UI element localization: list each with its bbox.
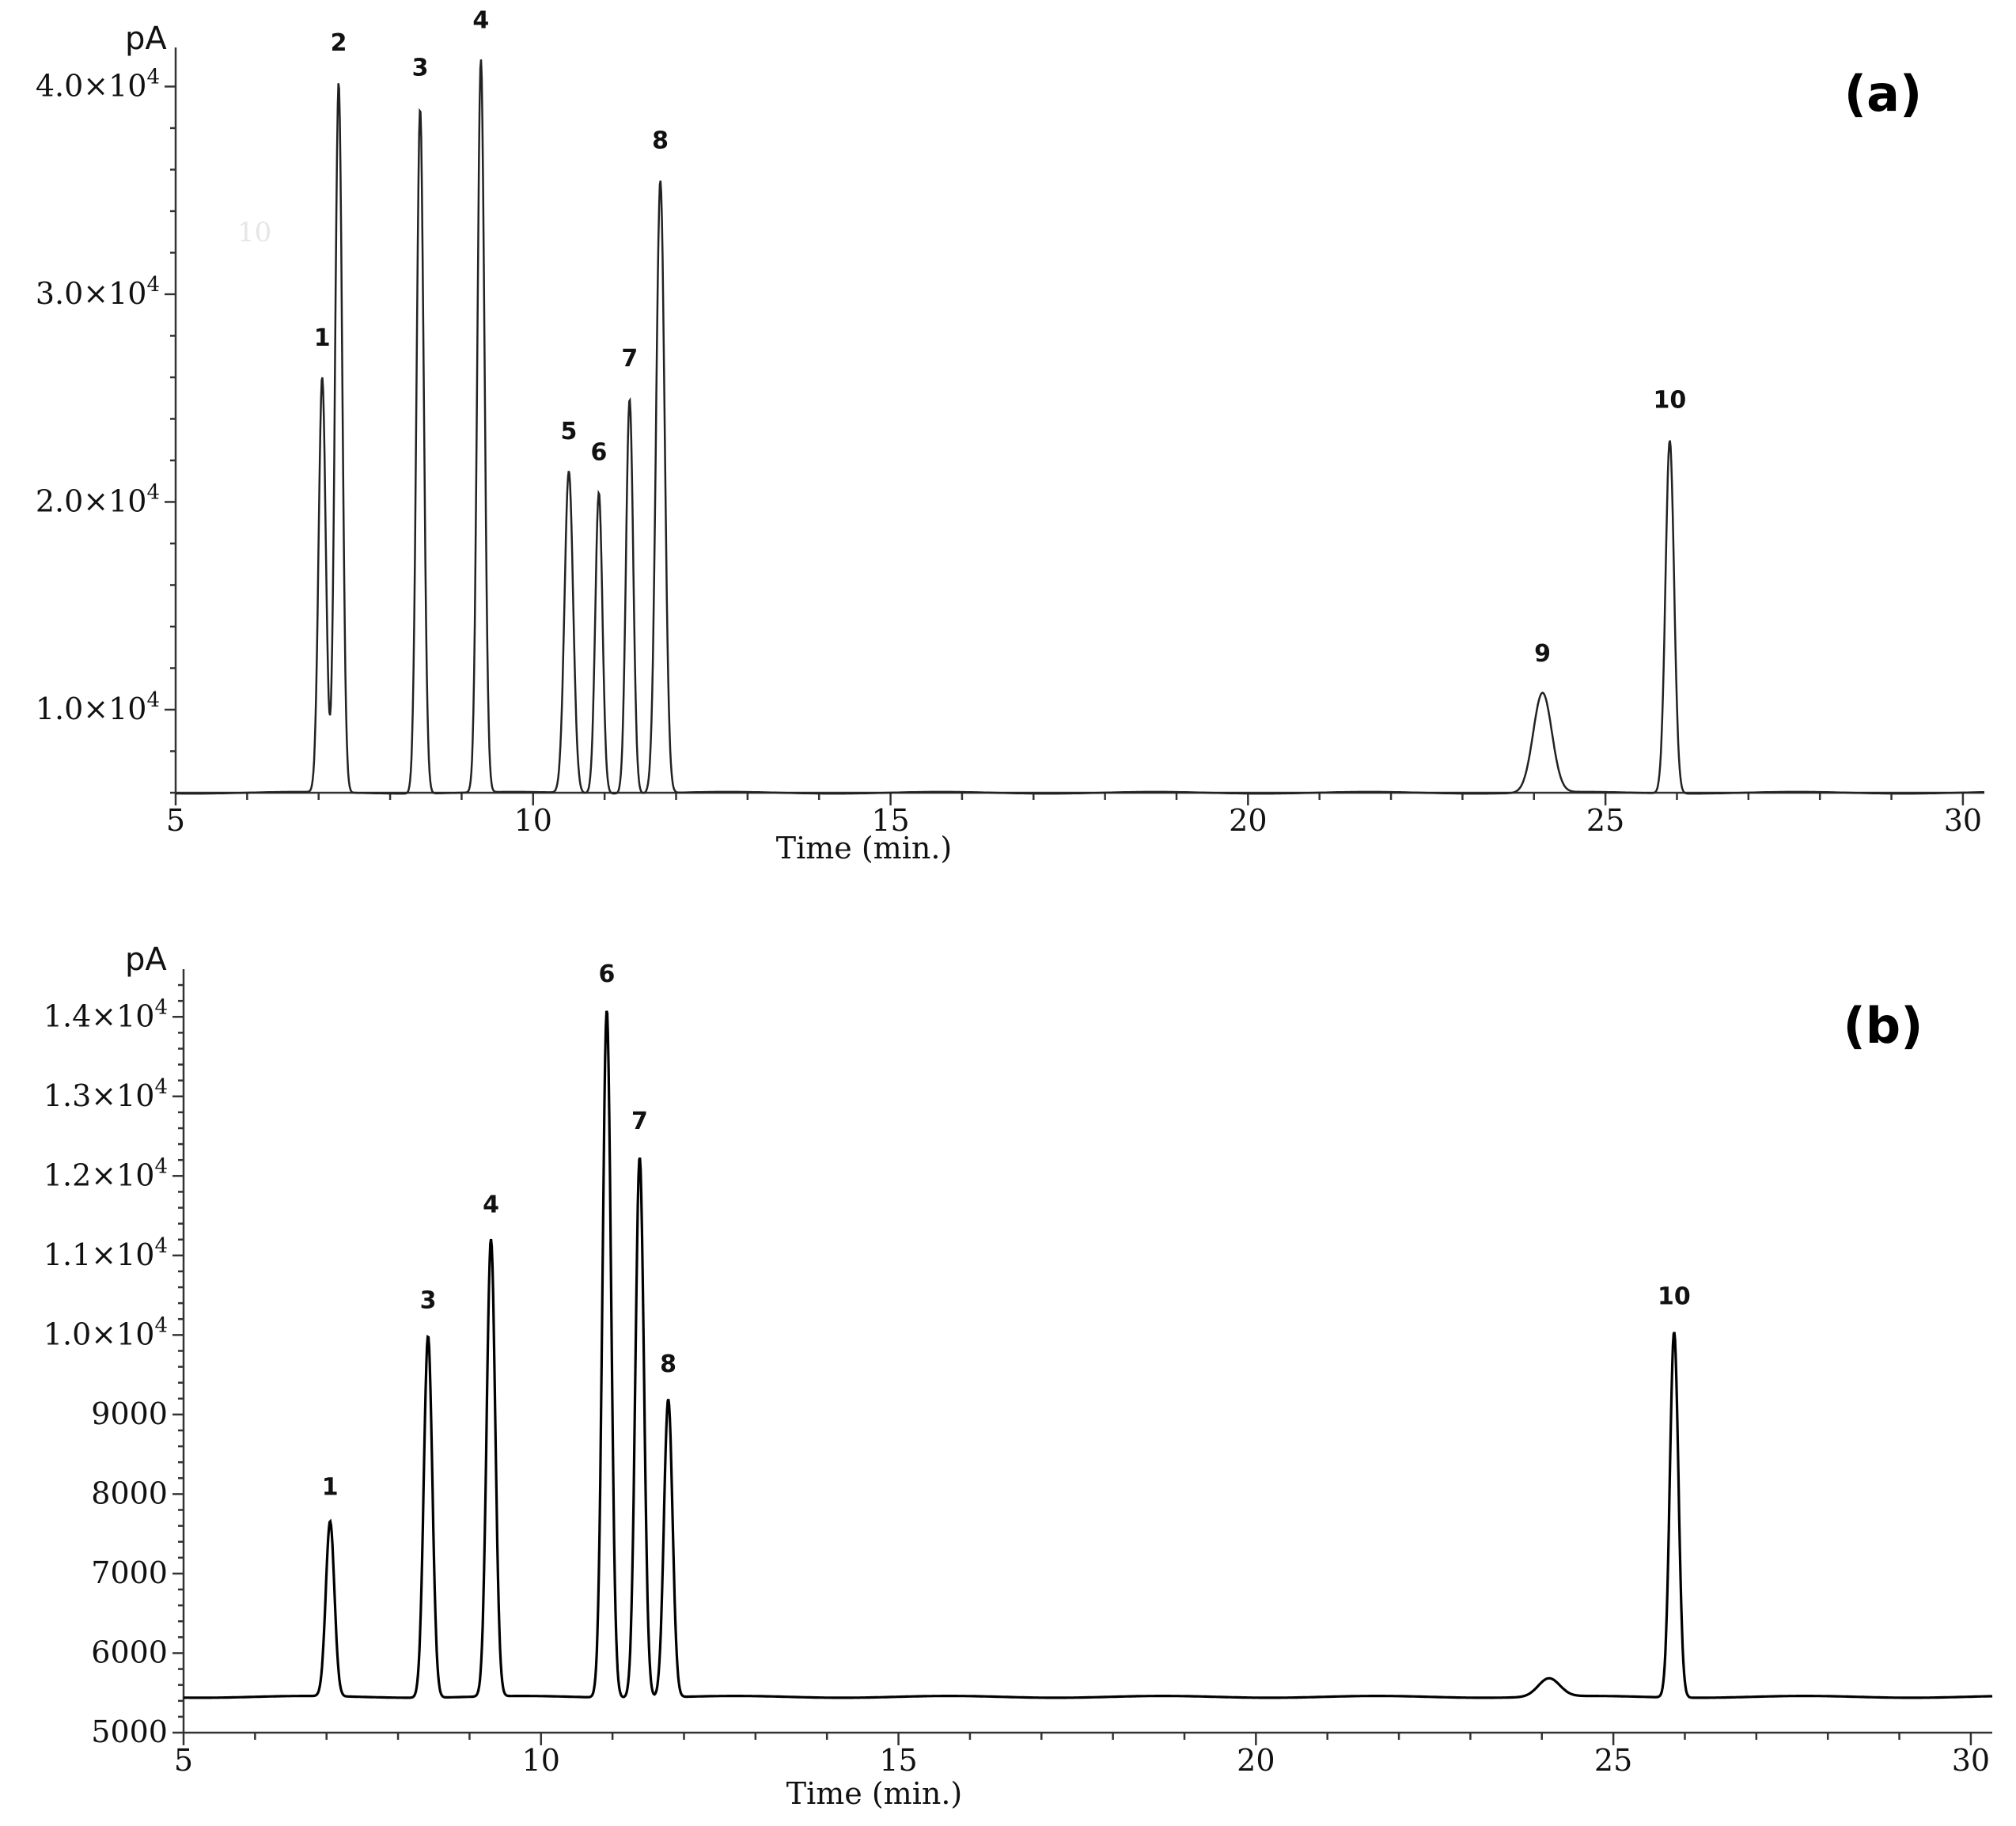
x-tick-label: 5 — [166, 803, 185, 838]
x-tick-label: 10 — [522, 1743, 560, 1778]
x-tick-label: 20 — [1237, 1743, 1275, 1778]
peak-label: 4 — [483, 1191, 499, 1219]
y-unit-label-a: pA — [125, 21, 167, 57]
peak-label: 10 — [1654, 387, 1687, 415]
x-axis-title-a: Time (min.) — [776, 831, 953, 866]
peak-label: 7 — [631, 1108, 648, 1135]
y-tick-label: 1.0×104 — [44, 1313, 168, 1351]
y-tick-label: 1.1×104 — [44, 1234, 168, 1272]
peak-label: 8 — [660, 1351, 676, 1378]
x-axis-title-b: Time (min.) — [786, 1776, 963, 1811]
chromatogram-panel-a: (a) pA 10 Time (min.) 5 10 15 20 25 301.0×104… — [36, 6, 1984, 866]
peak-label: 3 — [412, 55, 429, 82]
x-tick-label: 25 — [1594, 1743, 1632, 1778]
chromatogram-panel-b: (b) pA Time (min.) 5 10 15 20 25 30 5000 6000 70… — [44, 941, 1993, 1811]
peak-label: 2 — [331, 29, 347, 57]
x-tick-label: 5 — [174, 1743, 193, 1778]
x-tick-label: 20 — [1229, 803, 1267, 838]
panel-label-b: (b) — [1843, 997, 1923, 1055]
chromatogram-trace-b — [184, 1010, 1993, 1699]
y-tick-label: 1.2×104 — [44, 1154, 168, 1192]
peak-label: 10 — [1658, 1282, 1691, 1310]
peak-label: 7 — [621, 345, 638, 373]
peak-label: 1 — [322, 1474, 339, 1502]
x-tick-label: 15 — [871, 803, 909, 838]
peak-label: 3 — [420, 1286, 437, 1314]
peak-label: 8 — [652, 127, 669, 155]
y-tick-label: 1.4×104 — [44, 995, 168, 1033]
x-tick-label: 30 — [1952, 1743, 1990, 1778]
peak-label: 1 — [314, 324, 331, 352]
peak-label: 5 — [561, 418, 578, 445]
y-tick-label: 2.0×104 — [36, 480, 160, 518]
y-tick-label: 6000 — [91, 1635, 168, 1669]
peak-label: 9 — [1534, 640, 1551, 668]
peak-label: 4 — [472, 6, 489, 34]
peak-label: 6 — [590, 438, 607, 466]
y-unit-label-b: pA — [125, 941, 167, 978]
y-tick-label: 4.0×104 — [36, 65, 160, 103]
y-tick-label: 1.0×104 — [36, 688, 160, 726]
x-tick-label: 10 — [514, 803, 552, 838]
y-tick-label: 5000 — [91, 1714, 168, 1749]
y-tick-label: 8000 — [91, 1476, 168, 1510]
peak-label: 6 — [598, 960, 615, 988]
ghost-text-a: 10 — [237, 217, 271, 248]
chromatogram-trace-a — [176, 59, 1984, 795]
x-tick-label: 25 — [1586, 803, 1624, 838]
y-tick-label: 3.0×104 — [36, 273, 160, 311]
y-tick-label: 9000 — [91, 1396, 168, 1431]
x-tick-label: 30 — [1944, 803, 1982, 838]
panel-label-a: (a) — [1844, 65, 1923, 123]
y-tick-label: 7000 — [91, 1555, 168, 1590]
x-tick-label: 15 — [879, 1743, 917, 1778]
y-tick-label: 1.3×104 — [44, 1075, 168, 1113]
